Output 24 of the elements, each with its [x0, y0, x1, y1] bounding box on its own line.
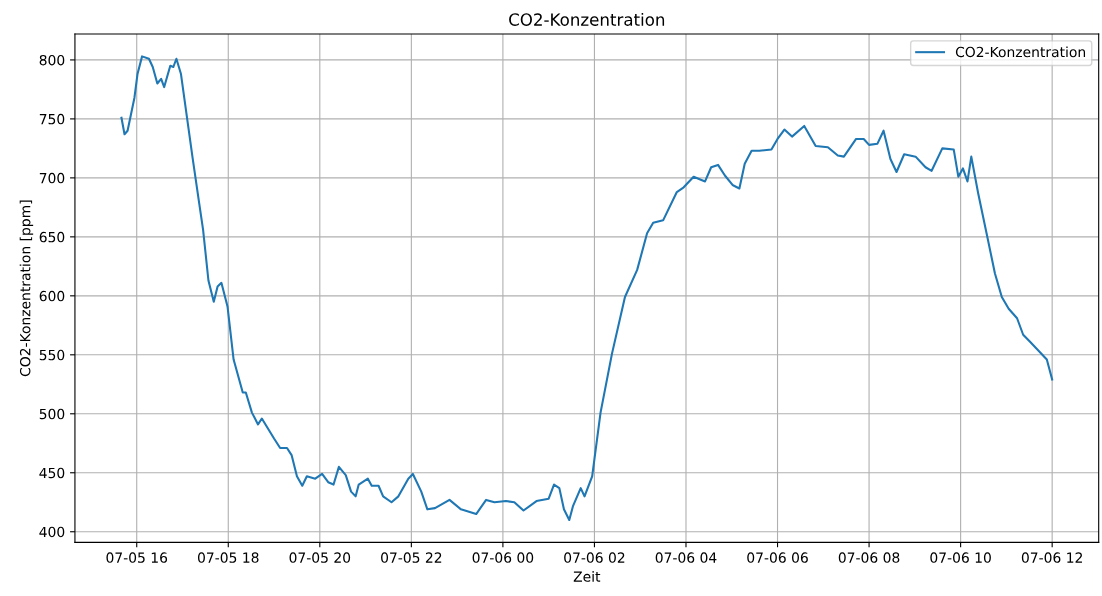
x-axis-title: Zeit [573, 571, 601, 582]
y-tick-label: 500 [39, 408, 65, 420]
x-tick-label: 07-06 02 [564, 552, 625, 563]
y-tick-label: 550 [39, 349, 65, 361]
x-tick-label: 07-06 12 [1021, 552, 1082, 563]
x-tick-label: 07-05 20 [289, 552, 351, 563]
chart-title: CO2-Konzentration [509, 12, 665, 26]
y-tick-label: 800 [39, 54, 65, 66]
y-tick-label: 650 [39, 231, 65, 243]
y-tick-label: 750 [39, 113, 65, 125]
x-tick-label: 07-06 04 [655, 552, 717, 563]
y-tick-label: 400 [39, 526, 65, 538]
x-tick-label: 07-05 18 [197, 552, 259, 563]
x-tick-label: 07-06 06 [747, 552, 808, 563]
y-tick-label: 700 [39, 172, 65, 184]
x-tick-label: 07-05 22 [381, 552, 442, 563]
x-tick-label: 07-05 16 [106, 552, 168, 563]
legend-label: CO2-Konzentration [955, 46, 1086, 58]
x-tick-label: 07-06 10 [930, 552, 991, 563]
y-axis-title: CO2-Konzentration [ppm] [19, 200, 34, 377]
y-tick-label: 600 [39, 290, 65, 302]
x-tick-label: 07-06 00 [472, 552, 534, 563]
x-tick-label: 07-06 08 [838, 552, 900, 563]
y-tick-label: 450 [39, 467, 65, 479]
